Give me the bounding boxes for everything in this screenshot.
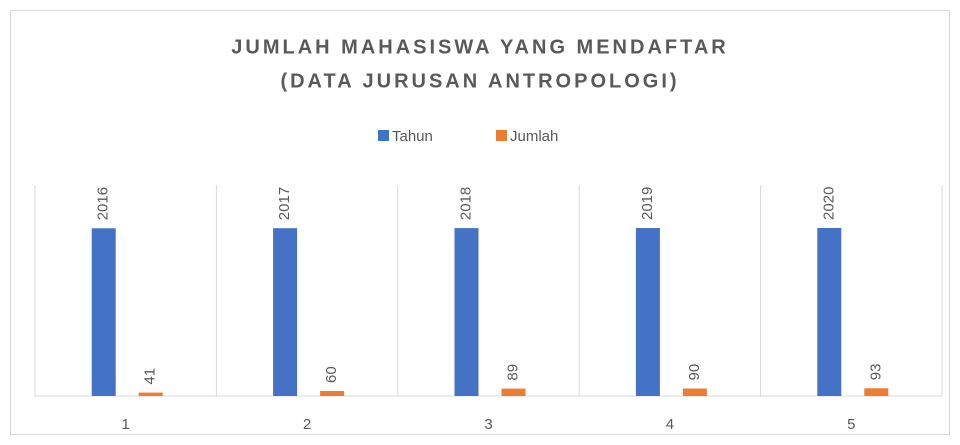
bar <box>273 228 298 396</box>
data-label: 89 <box>504 364 521 381</box>
bar <box>454 228 479 396</box>
data-label: 2016 <box>95 187 112 220</box>
data-label: 2019 <box>639 187 656 220</box>
data-label: 2017 <box>276 187 293 220</box>
data-label: 41 <box>142 368 159 385</box>
data-label: 93 <box>867 364 884 381</box>
x-tick-label: 3 <box>484 416 492 433</box>
legend-swatch <box>496 130 507 141</box>
bar <box>682 388 707 396</box>
chart-title: (DATA JURUSAN ANTROPOLOGI) <box>280 70 679 92</box>
legend-label: Jumlah <box>510 128 558 145</box>
bar <box>817 227 842 396</box>
bar <box>91 228 116 396</box>
x-tick-label: 5 <box>847 416 855 433</box>
data-label: 2020 <box>820 187 837 220</box>
bar <box>864 388 889 396</box>
chart-border <box>10 10 950 435</box>
chart-title: JUMLAH MAHASISWA YANG MENDAFTAR <box>231 36 728 58</box>
bar <box>320 391 345 396</box>
data-label: 60 <box>323 366 340 383</box>
bar <box>138 392 163 396</box>
bar <box>501 388 526 396</box>
x-tick-label: 1 <box>122 416 130 433</box>
data-label: 90 <box>686 364 703 381</box>
legend-label: Tahun <box>392 128 433 145</box>
x-tick-label: 2 <box>303 416 311 433</box>
data-label: 2018 <box>457 187 474 220</box>
legend-swatch <box>378 130 389 141</box>
bar <box>635 228 660 396</box>
x-tick-label: 4 <box>666 416 674 433</box>
